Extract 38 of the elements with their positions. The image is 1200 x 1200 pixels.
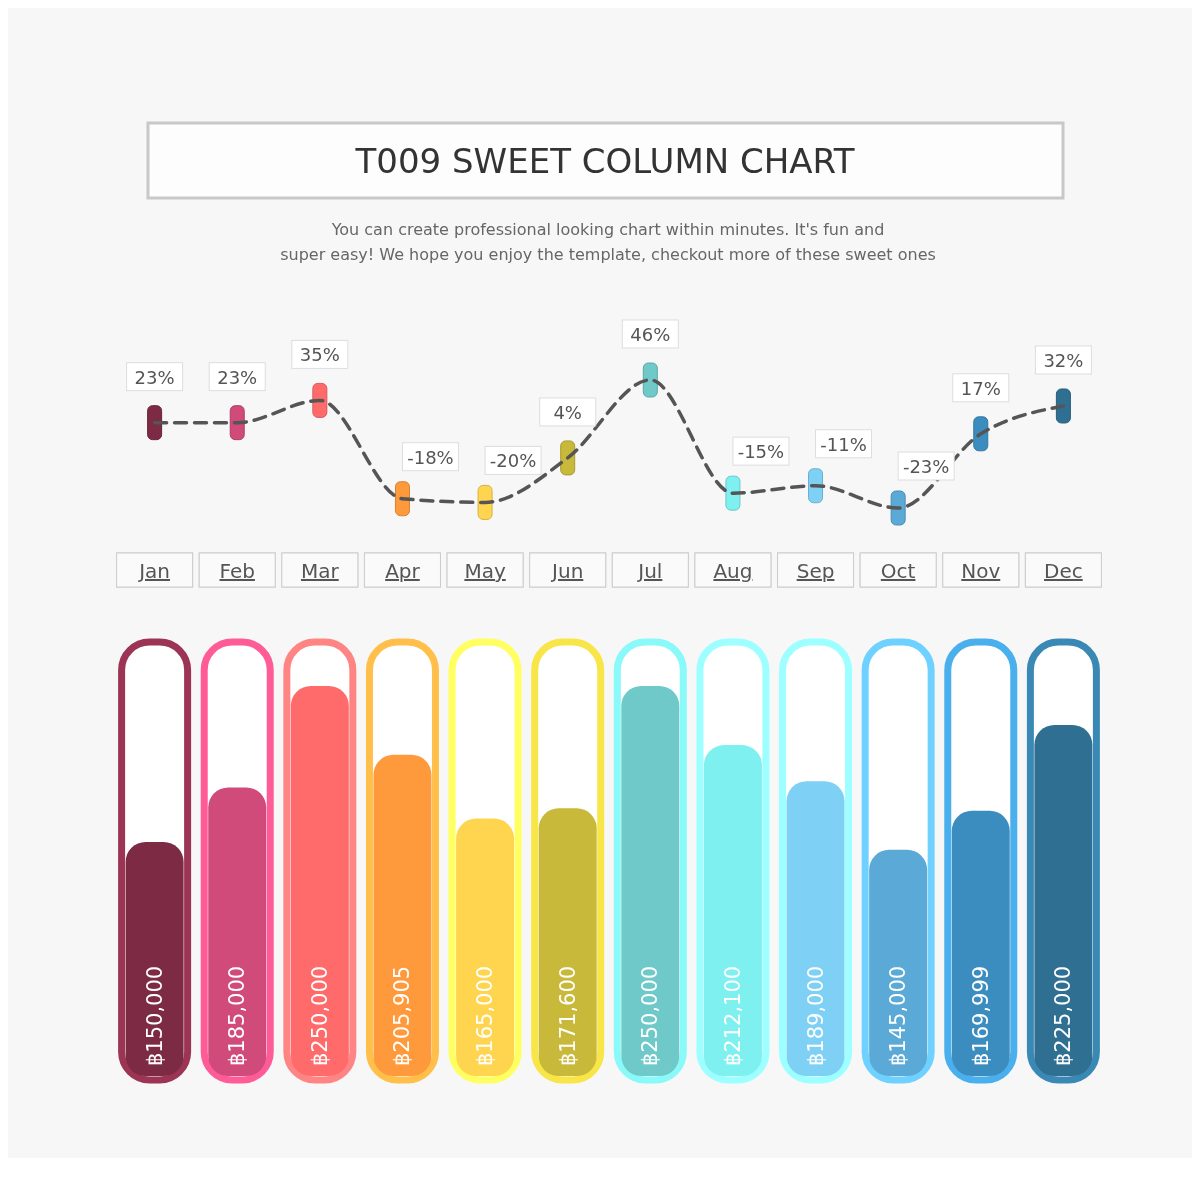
x-tick-label: Oct — [880, 559, 916, 583]
data-label: ฿169,999 — [968, 965, 993, 1066]
x-tick-label: Feb — [219, 559, 255, 583]
x-tick-label: Apr — [385, 559, 421, 583]
x-tick-label: Jul — [636, 559, 663, 583]
data-label: 17% — [960, 377, 1001, 399]
data-label: ฿165,000 — [473, 965, 498, 1066]
data-label: ฿189,000 — [803, 965, 828, 1066]
data-label: 23% — [134, 366, 175, 388]
data-label: ฿150,000 — [142, 965, 167, 1066]
data-label: ฿171,600 — [555, 965, 580, 1066]
data-label: ฿250,000 — [638, 965, 663, 1066]
data-label: -20% — [489, 450, 537, 472]
data-label: -18% — [407, 446, 454, 468]
x-tick-label: Nov — [961, 559, 1001, 583]
chart-subtitle: You can create professional looking chart within minutes. It's fun and super easy! We hope you enjoy the template, checkout more of these sweet ones — [280, 220, 936, 264]
data-label: ฿185,000 — [225, 965, 250, 1066]
data-label: 32% — [1043, 349, 1084, 371]
x-tick-label: Aug — [713, 559, 753, 583]
x-tick-label: Jun — [550, 559, 584, 583]
chart-title: T009 SWEET COLUMN CHART — [354, 141, 855, 181]
data-label: -23% — [902, 456, 950, 477]
data-label: 35% — [299, 344, 340, 366]
x-tick-label: Mar — [300, 559, 340, 583]
data-label: ฿212,100 — [720, 965, 745, 1066]
x-tick-label: May — [464, 559, 506, 583]
data-label: ฿225,000 — [1051, 965, 1076, 1066]
data-label: -11% — [820, 433, 867, 455]
data-label: ฿145,000 — [886, 965, 911, 1066]
x-tick-label: Jan — [137, 559, 171, 583]
x-tick-label: Sep — [796, 559, 835, 583]
data-label: 23% — [217, 366, 258, 388]
data-label: -15% — [737, 441, 785, 463]
data-label: ฿250,000 — [307, 965, 332, 1066]
data-label: 46% — [630, 324, 671, 345]
data-label: 4% — [553, 401, 582, 423]
data-label: ฿205,905 — [390, 965, 415, 1066]
x-tick-label: Dec — [1044, 559, 1083, 583]
